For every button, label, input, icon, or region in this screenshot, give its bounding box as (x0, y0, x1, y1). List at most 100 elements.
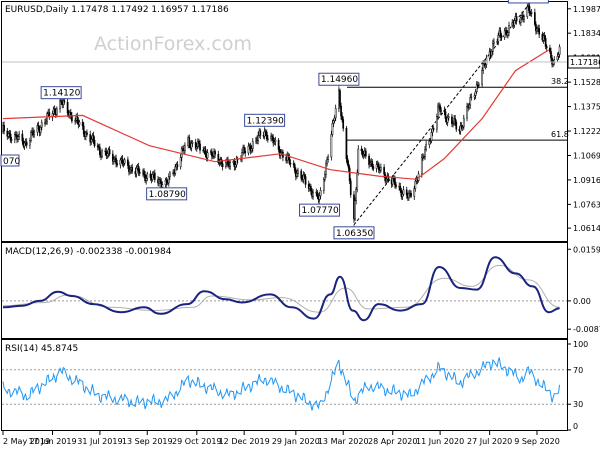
candle-body (312, 192, 314, 197)
candle-body (508, 25, 510, 33)
candle-body (430, 132, 433, 141)
candle-body (146, 173, 149, 179)
ma-line (2, 49, 550, 180)
price-pane: EURUSD,Daily 1.17478 1.17492 1.16957 1.1… (0, 0, 600, 242)
candle-body (44, 122, 46, 124)
candle-body (369, 162, 371, 165)
candle-body (21, 133, 24, 142)
annotation-label: 1.08790 (149, 190, 186, 200)
candle-body (348, 167, 351, 182)
candle-body (179, 157, 182, 168)
candle-body (66, 101, 69, 114)
candle-body (101, 150, 103, 157)
candle-body (402, 189, 405, 195)
candle-body (188, 137, 191, 145)
x-tick-label: 17 Jun 2019 (28, 437, 76, 446)
candle-body (144, 174, 146, 181)
x-tick-label: 12 Dec 2019 (219, 437, 270, 446)
candle-body (380, 167, 382, 171)
candle-body (410, 192, 412, 197)
candle-body (423, 156, 425, 158)
candle-body (195, 146, 198, 149)
candle-body (76, 116, 79, 122)
candle-body (414, 181, 417, 189)
macd-header: MACD(12,26,9) -0.002338 -0.001984 (5, 247, 172, 257)
candle-body (127, 159, 129, 166)
candle-body (214, 151, 216, 155)
rsi-y-axis: 100 70 30 0 (567, 340, 588, 431)
candle-body (149, 173, 152, 178)
macd-y-tick-label: 0.00 (573, 297, 591, 306)
x-tick-label: 13 Mar 2020 (318, 437, 369, 446)
x-tick-label: 11 Jun 2020 (416, 437, 464, 446)
rsi-y-tick-label: 30 (573, 400, 583, 409)
candle-body (497, 35, 500, 42)
candle-body (331, 123, 334, 135)
candle-body (361, 150, 364, 156)
candle-body (447, 116, 450, 119)
candle-body (535, 24, 537, 32)
y-tick-label: 1.19870 (573, 5, 600, 14)
candle-body (62, 100, 65, 105)
candle-body (356, 172, 359, 190)
candle-body (153, 172, 156, 180)
price-header: EURUSD,Daily 1.17478 1.17492 1.16957 1.1… (5, 5, 229, 15)
y-tick-label: 1.15280 (573, 78, 600, 87)
macd-y-tick-label: -0.00876 (573, 325, 600, 334)
candle-body (199, 143, 201, 151)
candle-body (461, 126, 464, 128)
rsi-pane-frame (1, 339, 568, 431)
candle-body (273, 141, 276, 144)
price-y-axis: 1.198701.183451.168101.152801.137501.122… (567, 5, 600, 233)
candle-body (556, 56, 559, 60)
candle-body (473, 95, 476, 98)
candle-body (394, 177, 396, 185)
candle-body (405, 189, 408, 196)
annotation-box (333, 226, 375, 240)
candle-body (383, 167, 385, 175)
rsi-line (2, 357, 561, 411)
candle-body (496, 41, 499, 43)
candle-body (469, 97, 472, 106)
candle-body (549, 47, 551, 52)
candle-body (452, 122, 454, 125)
candle-body (446, 117, 449, 123)
candle-body (129, 169, 131, 173)
candle-body (454, 118, 457, 123)
rsi-y-tick-label: 100 (573, 340, 588, 349)
candle-body (247, 145, 250, 154)
candle-body (520, 17, 522, 23)
candle-body (528, 5, 531, 14)
candle-body (395, 184, 397, 188)
candle-body (401, 193, 404, 197)
price-candles (2, 2, 561, 223)
candle-body (296, 173, 298, 177)
left-cut-box (0, 154, 20, 167)
candle-body (278, 149, 281, 156)
candle-body (482, 63, 485, 71)
trendline-line (353, 4, 529, 226)
candle-body (334, 108, 337, 119)
candle-body (90, 139, 93, 143)
candle-body (115, 157, 117, 164)
candle-body (297, 170, 299, 174)
candle-body (74, 120, 76, 122)
candle-body (176, 164, 179, 168)
candle-body (167, 176, 170, 184)
candle-body (33, 131, 36, 135)
candle-body (131, 166, 134, 172)
candle-body (551, 57, 553, 65)
candle-body (385, 178, 388, 182)
candle-body (318, 195, 321, 200)
candle-body (538, 28, 541, 35)
candle-body (391, 178, 394, 185)
candle-body (507, 32, 509, 36)
candle-body (288, 156, 291, 164)
candle-body (7, 133, 10, 137)
candle-body (341, 115, 343, 120)
candle-body (9, 133, 12, 141)
annotation-box (299, 203, 341, 217)
candle-body (3, 125, 5, 132)
y-tick-label: 1.06145 (573, 224, 600, 233)
candle-body (292, 163, 295, 165)
